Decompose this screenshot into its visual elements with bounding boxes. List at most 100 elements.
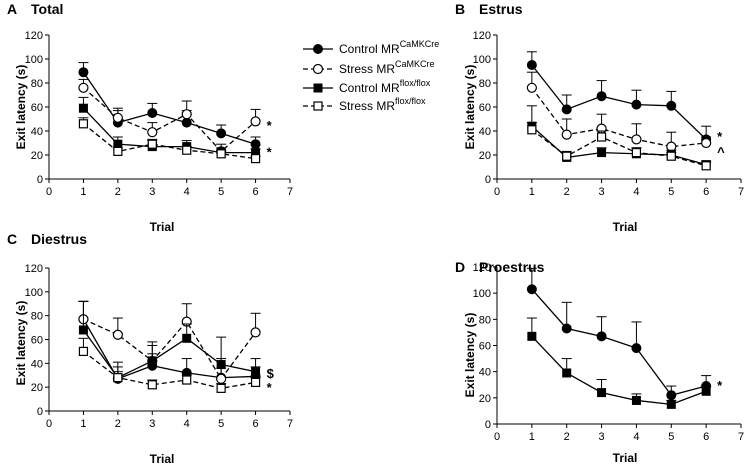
data-point: [666, 151, 676, 161]
legend-label-sup: flox/flox: [395, 96, 426, 106]
x-tick-label: 3: [149, 418, 155, 430]
x-tick-label: 4: [633, 186, 639, 198]
data-point: [147, 108, 158, 118]
x-axis-label: Trial: [150, 220, 175, 234]
x-tick-label: 1: [529, 431, 535, 443]
data-point: [250, 139, 261, 150]
series-filled-circle: [78, 62, 261, 150]
data-point: [147, 127, 158, 138]
data-point: [147, 139, 157, 149]
y-axis-label: Exit latency (s): [463, 313, 477, 398]
x-tick-label: 1: [80, 418, 86, 430]
y-tick-label: 60: [479, 102, 491, 114]
legend-label: Stress MRflox/flox: [339, 96, 426, 113]
data-point: [526, 60, 537, 70]
x-tick-label: 3: [599, 431, 605, 443]
data-point: [147, 356, 157, 366]
significance-marker: *: [267, 380, 273, 395]
data-point: [596, 331, 607, 342]
panel-title: Proestrus: [479, 259, 545, 275]
data-point: [527, 331, 537, 341]
y-tick-label: 40: [31, 126, 43, 138]
data-point: [701, 137, 712, 149]
plot-area-4: 0 20 40 60 80 100 120 0 1 2 3 4 5 6 7 *: [473, 262, 744, 443]
x-tick-label: 5: [668, 186, 674, 198]
data-point: [113, 373, 123, 383]
series-filled-circle: [526, 51, 712, 145]
series-line: [531, 64, 707, 140]
x-tick-label: 1: [80, 186, 86, 198]
y-tick-label: 60: [31, 102, 43, 114]
plot-area-1: 0 20 40 60 80 100 120 0 1 2 3 4 5 6 7 * *: [25, 30, 293, 198]
data-point: [666, 390, 677, 401]
data-point: [250, 327, 261, 338]
data-point: [112, 112, 123, 123]
panel-total: A Total Exit latency (s) Trial: [7, 1, 174, 234]
y-tick-label: 80: [479, 78, 491, 90]
y-tick-label: 40: [479, 126, 491, 138]
legend-label: Control MRCaMKCre: [339, 39, 439, 56]
y-tick-label: 0: [37, 174, 43, 186]
significance-marker: $: [267, 366, 275, 381]
y-tick-label: 20: [479, 150, 491, 162]
x-tick-label: 3: [599, 186, 605, 198]
series-line: [83, 318, 257, 380]
data-point: [78, 67, 89, 78]
x-tick-label: 5: [668, 431, 674, 443]
data-point: [561, 104, 572, 115]
legend-label: Control MRflox/flox: [339, 78, 431, 95]
panel-letter: B: [455, 1, 465, 17]
legend-label-base: Stress MR: [339, 62, 395, 76]
legend-entry-stress-camkcre: Stress MRCaMKCre: [303, 59, 435, 76]
legend-label-sup: CaMKCre: [400, 39, 440, 49]
series-open-square: [526, 122, 712, 171]
series-line: [82, 71, 256, 145]
series-open-circle: [78, 300, 261, 384]
data-point: [631, 395, 641, 405]
significance-marker: *: [267, 144, 273, 159]
series-open-square: [78, 337, 261, 393]
data-point: [666, 100, 677, 111]
x-tick-label: 2: [115, 186, 121, 198]
y-tick-label: 120: [473, 262, 491, 274]
x-tick-label: 1: [529, 186, 535, 198]
data-point: [78, 325, 88, 335]
y-tick-label: 40: [479, 367, 491, 379]
x-tick-label: 2: [564, 186, 570, 198]
data-point: [78, 119, 89, 129]
data-point: [561, 129, 572, 140]
y-tick-label: 100: [25, 54, 43, 66]
legend-label-base: Control MR: [339, 42, 400, 56]
x-axis-label: Trial: [613, 451, 638, 465]
panel-diestrus: C Diestrus Exit latency (s) Trial: [7, 231, 174, 466]
x-tick-label: 2: [115, 418, 121, 430]
y-tick-label: 20: [479, 393, 491, 405]
legend: Control MRCaMKCre Stress MRCaMKCre Contr…: [303, 39, 439, 113]
x-tick-label: 4: [184, 186, 190, 198]
y-tick-label: 80: [31, 311, 43, 323]
data-point: [147, 380, 157, 390]
panel-title: Diestrus: [31, 231, 87, 247]
series-line: [83, 123, 256, 160]
x-tick-label: 4: [184, 418, 190, 430]
data-point: [216, 128, 227, 139]
x-tick-label: 0: [494, 186, 500, 198]
significance-marker: *: [717, 129, 723, 144]
legend-label-sup: flox/flox: [400, 78, 431, 88]
legend-label-sup: CaMKCre: [395, 59, 435, 69]
x-tick-label: 0: [46, 418, 52, 430]
data-point: [250, 377, 261, 387]
y-tick-label: 80: [479, 314, 491, 326]
panel-letter: C: [7, 231, 17, 247]
series-line: [83, 350, 256, 390]
data-point: [250, 154, 261, 164]
data-point: [666, 399, 676, 409]
data-point: [113, 146, 123, 156]
plot-area-2: 0 20 40 60 80 100 120 0 1 2 3 4 5 6 7 *^: [473, 30, 744, 198]
x-axis-label: Trial: [150, 452, 175, 466]
data-point: [112, 329, 123, 340]
legend-entry-stress-floxflox: Stress MRflox/flox: [303, 96, 426, 113]
x-tick-label: 5: [218, 186, 224, 198]
y-tick-label: 120: [25, 30, 43, 42]
